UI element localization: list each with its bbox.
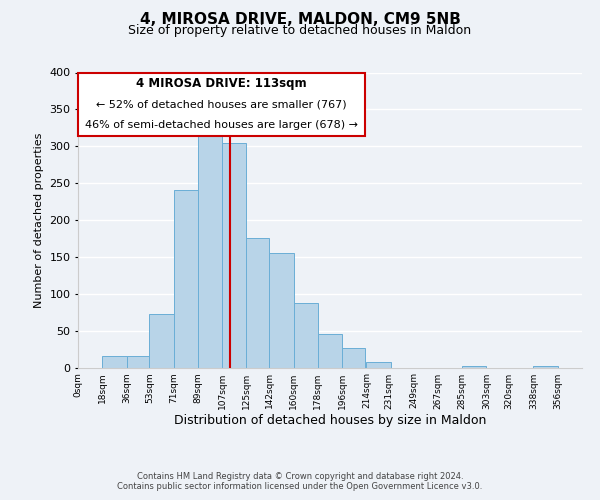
Bar bbox=[367, 362, 391, 368]
Bar bbox=[247, 238, 269, 368]
Bar bbox=[462, 366, 487, 368]
Bar bbox=[533, 366, 558, 368]
Bar bbox=[342, 348, 365, 368]
Bar bbox=[102, 356, 127, 368]
Text: Size of property relative to detached houses in Maldon: Size of property relative to detached ho… bbox=[128, 24, 472, 37]
Text: 4 MIROSA DRIVE: 113sqm: 4 MIROSA DRIVE: 113sqm bbox=[136, 78, 307, 90]
Text: 4, MIROSA DRIVE, MALDON, CM9 5NB: 4, MIROSA DRIVE, MALDON, CM9 5NB bbox=[140, 12, 460, 28]
Text: Contains public sector information licensed under the Open Government Licence v3: Contains public sector information licen… bbox=[118, 482, 482, 491]
Bar bbox=[149, 314, 173, 368]
Text: ← 52% of detached houses are smaller (767): ← 52% of detached houses are smaller (76… bbox=[97, 99, 347, 109]
Bar bbox=[269, 253, 293, 368]
Bar bbox=[222, 142, 247, 368]
FancyBboxPatch shape bbox=[78, 72, 365, 136]
Text: 46% of semi-detached houses are larger (678) →: 46% of semi-detached houses are larger (… bbox=[85, 120, 358, 130]
Bar bbox=[318, 334, 342, 368]
Bar bbox=[293, 304, 318, 368]
X-axis label: Distribution of detached houses by size in Maldon: Distribution of detached houses by size … bbox=[174, 414, 486, 428]
Text: Contains HM Land Registry data © Crown copyright and database right 2024.: Contains HM Land Registry data © Crown c… bbox=[137, 472, 463, 481]
Y-axis label: Number of detached properties: Number of detached properties bbox=[34, 132, 44, 308]
Bar bbox=[173, 190, 198, 368]
Bar bbox=[198, 120, 222, 368]
Bar bbox=[127, 356, 149, 368]
